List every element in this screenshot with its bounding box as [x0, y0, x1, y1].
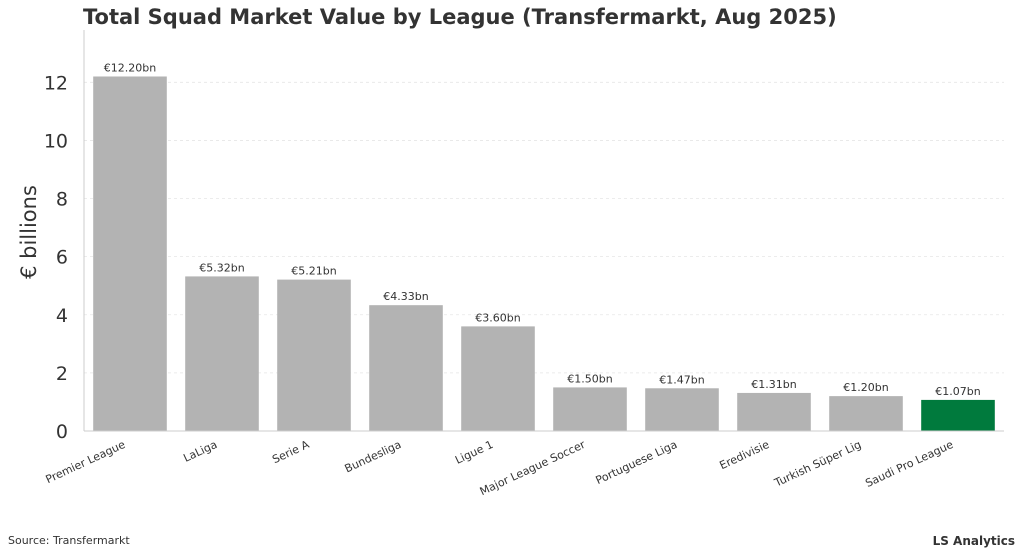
bar	[553, 387, 627, 431]
y-tick-labels: 0 2 4 6 8 10 12	[44, 72, 68, 443]
source-note: Source: Transfermarkt	[8, 534, 130, 547]
data-label: €1.20bn	[843, 381, 888, 394]
bars	[93, 76, 995, 432]
data-labels: €12.20bn €5.32bn €5.21bn €4.33bn €3.60bn €1.5…	[104, 61, 981, 397]
y-axis-label: € billions	[17, 185, 41, 279]
data-label: €1.50bn	[567, 372, 612, 385]
data-label: €3.60bn	[475, 311, 520, 324]
data-label: €12.20bn	[104, 61, 156, 74]
x-tick-label: Saudi Pro League	[863, 438, 955, 490]
x-tick-label: Ligue 1	[453, 438, 495, 467]
x-tick-label: Turkish Süper Lig	[772, 438, 864, 490]
y-tick-label: 10	[44, 130, 68, 152]
x-tick-labels: Premier League LaLiga Serie A Bundesliga Lig…	[44, 438, 956, 498]
bar	[921, 399, 995, 431]
y-tick-label: 12	[44, 72, 68, 94]
data-label: €5.32bn	[199, 261, 244, 274]
chart-title: Total Squad Market Value by League (Tran…	[83, 5, 837, 29]
bar	[737, 392, 811, 431]
x-tick-label: Eredivisie	[718, 438, 772, 472]
x-tick-label: Major League Soccer	[478, 438, 588, 498]
bar	[829, 396, 903, 431]
y-tick-label: 2	[56, 363, 68, 385]
y-tick-label: 6	[56, 247, 68, 269]
data-label: €1.31bn	[751, 378, 796, 391]
y-tick-label: 8	[56, 189, 68, 211]
brand-label: LS Analytics	[933, 534, 1015, 548]
data-label: €5.21bn	[291, 265, 336, 278]
x-tick-label: LaLiga	[181, 438, 219, 465]
x-tick-label: Bundesliga	[343, 438, 404, 475]
bar	[277, 279, 351, 431]
data-label: €1.07bn	[935, 385, 980, 398]
x-tick-label: Serie A	[270, 438, 311, 467]
y-tick-label: 0	[56, 421, 68, 443]
bar	[93, 76, 167, 432]
data-label: €4.33bn	[383, 290, 428, 303]
bar	[369, 305, 443, 431]
bar	[185, 276, 259, 431]
x-tick-label: Premier League	[44, 438, 128, 486]
data-label: €1.47bn	[659, 373, 704, 386]
x-tick-label: Portuguese Liga	[594, 438, 680, 487]
y-tick-label: 4	[56, 305, 68, 327]
bar	[645, 388, 719, 431]
bar	[461, 326, 535, 431]
